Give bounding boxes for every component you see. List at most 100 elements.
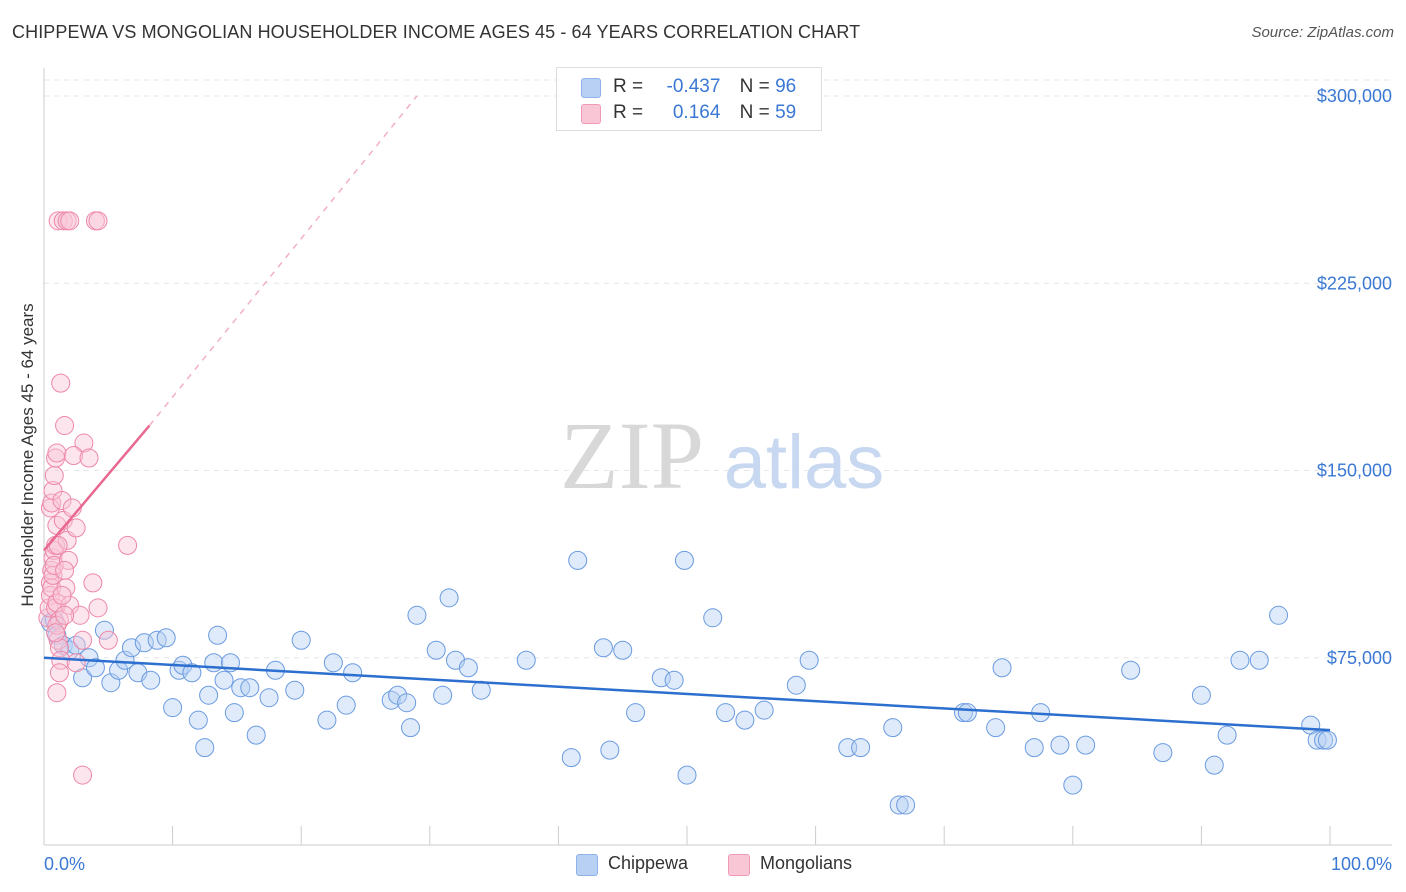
chippewa-point (786, 675, 806, 695)
chippewa-point (336, 695, 356, 715)
chippewa-point (285, 680, 305, 700)
chippewa-point (1204, 755, 1224, 775)
r-value: 0.164 (672, 102, 721, 123)
y-tick-label: $225,000 (1317, 273, 1392, 293)
chippewa-point (204, 653, 224, 673)
chippewa-point (381, 690, 401, 710)
chippewa-point (674, 550, 694, 570)
mongolians-point (60, 211, 80, 231)
chippewa-legend-swatch (576, 854, 598, 876)
chippewa-point (626, 703, 646, 723)
y-tick-label: $75,000 (1327, 648, 1392, 668)
mongolians-point (118, 535, 138, 555)
chippewa-point (561, 748, 581, 768)
chippewa-point (224, 703, 244, 723)
chippewa-point (188, 710, 208, 730)
mongolians-point (51, 373, 71, 393)
n-label: N = (739, 76, 770, 97)
chippewa-point (896, 795, 916, 815)
chippewa-point (851, 738, 871, 758)
chippewa-point (121, 638, 141, 658)
chippewa-point (1063, 775, 1083, 795)
n-value: 96 (775, 76, 797, 97)
mongolians-point (55, 416, 75, 436)
mongolians-point (49, 610, 69, 630)
y-tick-label: $300,000 (1317, 86, 1392, 106)
mongolians-point (83, 573, 103, 593)
chippewa-point (613, 640, 633, 660)
chippewa-point (600, 740, 620, 760)
chippewa-point (240, 678, 260, 698)
chippewa-point (323, 653, 343, 673)
chippewa-point (1217, 725, 1237, 745)
chippewa-point (735, 710, 755, 730)
chippewa-point (401, 718, 421, 738)
chippewa-point (1249, 650, 1269, 670)
mongolians-point (40, 585, 60, 605)
chippewa-point (397, 693, 417, 713)
mongolians-point (43, 548, 63, 568)
mongolians-swatch (581, 104, 601, 124)
mongolians-point (55, 605, 75, 625)
chippewa-point (94, 620, 114, 640)
axes (43, 68, 1392, 846)
chippewa-point (458, 658, 478, 678)
chippewa-point (1076, 735, 1096, 755)
chippewa-point (208, 625, 228, 645)
mongolians-point (48, 535, 68, 555)
chippewa-point (199, 685, 219, 705)
chippewa-point (889, 795, 909, 815)
series-legend: Chippewa Mongolians (0, 852, 1406, 876)
mongolians-point (66, 518, 86, 538)
chippewa-point (156, 628, 176, 648)
mongolians-point (73, 630, 93, 650)
mongolians-point (98, 630, 118, 650)
chippewa-trend-line (43, 656, 1331, 732)
x-tick-label: 100.0% (1331, 854, 1392, 874)
mongolians-point (47, 615, 67, 635)
mongolians-point (88, 211, 108, 231)
mongolians-point (44, 555, 64, 575)
chippewa-point (992, 658, 1012, 678)
n-value: 59 (775, 102, 797, 123)
chippewa-point (85, 658, 105, 678)
chippewa-point (1317, 730, 1337, 750)
chippewa-point (1153, 743, 1173, 763)
chippewa-point (246, 725, 266, 745)
chippewa-point (163, 698, 183, 718)
r-label: R = (613, 76, 644, 97)
mongolians-point (73, 765, 93, 785)
y-tick-labels: $75,000 $150,000 $225,000 $300,000 (1317, 86, 1392, 668)
mongolians-trend-line (43, 424, 151, 552)
y-tick-label: $150,000 (1317, 461, 1392, 481)
chippewa-point (214, 670, 234, 690)
chippewa-point (1230, 650, 1250, 670)
chippewa-point (115, 650, 135, 670)
r-label: R = (613, 102, 644, 123)
trend-lines (43, 95, 1331, 732)
gridlines (44, 79, 1392, 659)
chippewa-point (1307, 730, 1327, 750)
mongolians-point (52, 490, 72, 510)
chippewa-point (883, 718, 903, 738)
chippewa-point (986, 718, 1006, 738)
mongolians-points (38, 211, 138, 785)
mongolians-point (46, 623, 66, 643)
chippewa-swatch (581, 78, 601, 98)
mongolians-point (60, 595, 80, 615)
chippewa-point (593, 638, 613, 658)
chippewa-point (439, 588, 459, 608)
mongolians-point (48, 630, 68, 650)
legend-label-chippewa: Chippewa (608, 853, 689, 873)
chippewa-point (182, 663, 202, 683)
mongolians-point (79, 448, 99, 468)
chippewa-point (754, 700, 774, 720)
chippewa-point (426, 640, 446, 660)
chippewa-point (433, 685, 453, 705)
chippewa-point (1024, 738, 1044, 758)
mongolians-point (47, 443, 67, 463)
r-value: -0.437 (666, 76, 721, 97)
watermark-atlas: atlas (724, 420, 885, 505)
chippewa-point (568, 550, 588, 570)
chippewa-point (677, 765, 697, 785)
